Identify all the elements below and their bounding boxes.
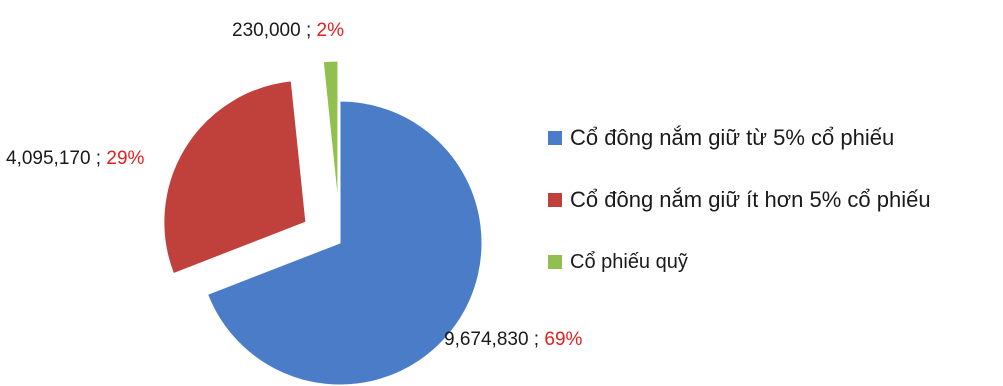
pie-slices [163,60,483,386]
data-label-percent: 29% [106,148,144,169]
data-label-treasury-shares: 230,000 ; 2% [232,20,344,41]
legend-item-treasury-shares: Cổ phiếu quỹ [548,242,931,282]
data-label-separator: ; [91,148,107,169]
legend-swatch-major-shareholders [548,131,562,145]
slice-treasury-shares [322,60,339,204]
data-label-minor-shareholders: 4,095,170 ; 29% [6,148,145,169]
legend-label-major-shareholders: Cổ đông nắm giữ từ 5% cổ phiếu [570,125,895,150]
legend-label-minor-shareholders: Cổ đông nắm giữ ít hơn 5% cổ phiếu [570,187,931,212]
data-label-value: 4,095,170 [6,148,91,169]
data-label-percent: 69% [544,329,582,350]
legend-label-treasury-shares: Cổ phiếu quỹ [570,250,688,273]
data-label-separator: ; [529,329,545,350]
legend-item-major-shareholders: Cổ đông nắm giữ từ 5% cổ phiếu [548,118,931,158]
slice-major-shareholders [206,100,483,386]
data-label-value: 230,000 [232,20,301,41]
data-label-major-shareholders: 9,674,830 ; 69% [444,329,583,350]
data-label-value: 9,674,830 [444,329,529,350]
data-labels: 9,674,830 ; 69% 4,095,170 ; 29% 230,000 ; … [6,20,583,350]
slice-minor-shareholders [163,80,307,275]
legend-swatch-treasury-shares [548,255,562,269]
legend-item-minor-shareholders: Cổ đông nắm giữ ít hơn 5% cổ phiếu [548,180,931,220]
data-label-separator: ; [301,20,317,41]
chart-legend: Cổ đông nắm giữ từ 5% cổ phiếu Cổ đông n… [548,118,931,282]
data-label-percent: 2% [317,20,345,41]
legend-swatch-minor-shareholders [548,193,562,207]
